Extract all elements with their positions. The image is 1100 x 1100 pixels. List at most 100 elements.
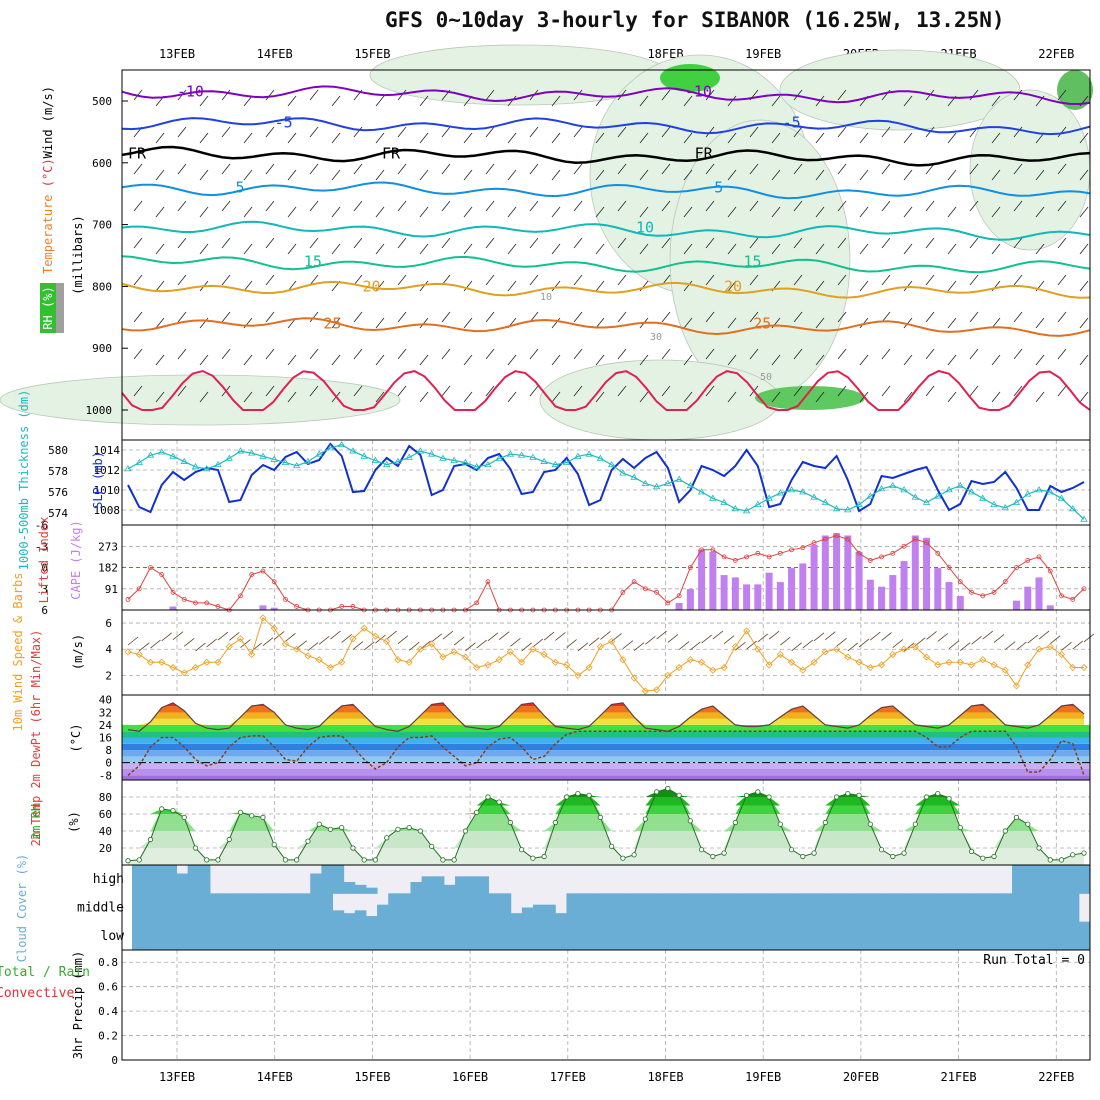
upper-barb	[441, 200, 451, 212]
thickness-point	[866, 492, 875, 499]
rh-point	[732, 819, 738, 826]
thickness-ylabel-part-0: 1000-500mb Thickness (dm)	[17, 390, 31, 571]
cape-bar	[698, 549, 706, 610]
rh-point	[1002, 828, 1008, 834]
rh-ytick-40: 40	[99, 825, 112, 838]
cape-bar	[844, 535, 852, 610]
upper-barb	[1079, 206, 1089, 218]
temp-band-0	[122, 775, 1090, 780]
rh-point	[980, 855, 986, 861]
upper-ylabel-temp-part-2: Wind	[41, 129, 55, 158]
wind-speed-point	[945, 658, 953, 666]
rh-point	[181, 814, 187, 821]
upper-barb	[551, 132, 561, 144]
isotherm-label--5-1: -5	[783, 114, 801, 132]
upper-barb	[155, 317, 165, 329]
lifted-index-point	[946, 565, 952, 570]
wind-speed-point	[394, 656, 402, 664]
rh-ylabel: 2m RH	[29, 804, 43, 840]
wind-barb	[813, 632, 825, 642]
upper-barb	[1035, 206, 1045, 218]
cape-bar	[731, 577, 739, 610]
upper-barb	[705, 311, 715, 323]
wind-barb	[172, 631, 184, 641]
upper-barb	[221, 163, 231, 175]
precip-ytick-2: 0.4	[98, 1005, 118, 1018]
upper-ylabel-temp: Temperature (°C)Wind (m/s)	[41, 86, 55, 274]
isotherm-20	[121, 280, 1091, 299]
wind-speed-point	[709, 666, 717, 674]
cloud-row-label-high: high	[93, 872, 124, 887]
thickness-point	[169, 452, 177, 459]
thickness-point	[686, 481, 695, 489]
date-label-top-2: 15FEB	[354, 47, 390, 61]
wind-speed-point	[799, 666, 807, 674]
rh-point	[755, 789, 761, 795]
upper-barb	[947, 354, 957, 366]
upper-barb	[287, 95, 297, 107]
temp-band-6	[122, 737, 1090, 744]
cape-bar	[675, 603, 683, 610]
upper-barb	[331, 95, 341, 107]
cloud-cell-low	[455, 921, 467, 951]
cloud-cell-low	[176, 921, 189, 951]
thickness-ylabel: 1000-500mb Thickness (dm)	[17, 390, 31, 571]
thickness-point	[416, 447, 425, 454]
cloud-cell-middle	[633, 893, 645, 923]
cloud-cell-middle	[677, 893, 690, 923]
thickness-point	[349, 447, 357, 454]
wind-barb	[532, 638, 544, 648]
upper-barb	[1079, 280, 1089, 292]
precip-ytick-4: 0.8	[98, 956, 118, 969]
cloud-cell-middle	[833, 893, 846, 923]
cloud-cell-middle	[176, 893, 189, 923]
isotherm-FR	[121, 145, 1091, 167]
temp-band-8	[122, 724, 1090, 732]
upper-barb	[903, 206, 913, 218]
rh-point	[462, 828, 469, 834]
upper-barb	[529, 237, 539, 249]
cloud-cell-high	[187, 865, 200, 894]
upper-barb	[991, 391, 1001, 403]
wind-speed-point	[743, 627, 751, 635]
upper-barb	[771, 206, 781, 218]
upper-barb	[595, 169, 605, 181]
cloud-cell-middle	[544, 904, 556, 923]
cape-bar	[810, 544, 818, 610]
cloud-cell-high	[154, 865, 166, 894]
upper-barb	[309, 200, 319, 212]
cloud-cell-middle	[878, 893, 890, 923]
upper-barb	[221, 126, 231, 138]
rh-point	[440, 857, 446, 863]
cloud-cell-low	[945, 921, 957, 951]
wind-speed-point	[788, 658, 796, 666]
rh-point	[788, 847, 795, 853]
upper-barb	[595, 132, 605, 144]
lifted-index-point	[687, 565, 693, 570]
rh-point	[822, 819, 828, 826]
rh-point	[249, 813, 255, 819]
upper-barb	[793, 126, 803, 138]
thickness-point	[979, 494, 987, 501]
wind-speed-point	[855, 658, 863, 666]
li-ytick-1: -3	[35, 540, 48, 553]
cloud-cell-low	[254, 921, 267, 951]
thickness-point	[427, 450, 436, 457]
upper-barb	[155, 132, 165, 144]
upper-barb	[617, 163, 627, 175]
cape-bar	[1035, 577, 1043, 610]
cloud-cell-low	[310, 921, 322, 951]
date-label-top-9: 22FEB	[1038, 47, 1074, 61]
wind-speed-point	[900, 645, 908, 653]
isotherm-label-5-0: 5	[235, 179, 244, 197]
wind-speed-point	[540, 650, 548, 659]
wind-barb	[228, 632, 240, 641]
wind-barb	[1050, 635, 1061, 645]
upper-barb	[1079, 169, 1089, 181]
upper-barb	[771, 354, 781, 366]
isotherm-label-20-1: 20	[724, 277, 742, 295]
slp-ylabel-part-0: SLP (mb)	[91, 451, 105, 509]
upper-barb	[1013, 348, 1023, 360]
wind-speed-point	[270, 624, 278, 632]
cloud-cell-middle	[1067, 893, 1080, 923]
